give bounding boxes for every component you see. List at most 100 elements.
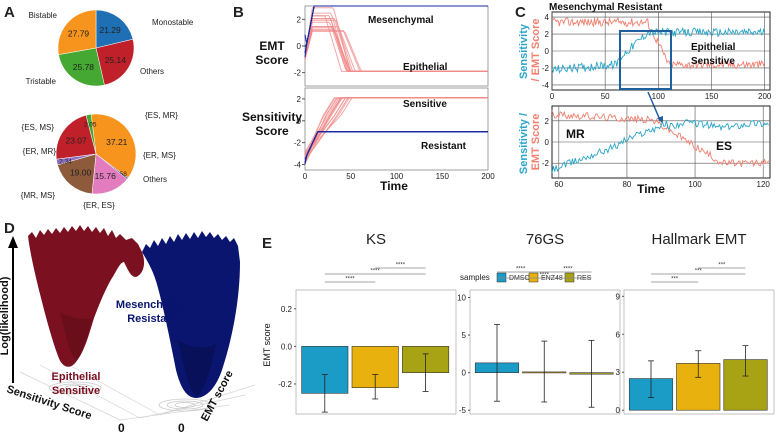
e-sig-stars-0-1: ****: [396, 263, 406, 269]
sens-ylabel-line2: Score: [255, 124, 289, 138]
c-top-sens-series: [551, 26, 766, 74]
c-bot-xtick-3: 120: [757, 180, 771, 189]
pie-slice-3: [57, 9, 97, 55]
c-bot-ytick-0: 2: [545, 117, 550, 126]
e-sig-stars-2-2: ***: [671, 277, 679, 283]
emt-curve-epithelial-7: [304, 30, 488, 72]
emt-ylabel-line2: Score: [255, 53, 289, 67]
e-ytick-2-1: 6: [616, 330, 621, 339]
legend-swatch-dmso: [496, 272, 507, 283]
panel-a: A 21.29 25.14 25.78 27.79 Monostable Others Tr…: [4, 4, 194, 210]
c-bottom-ylabel: Sensitivity / EMT Score: [518, 110, 542, 174]
c-zoom-box: [619, 30, 672, 90]
sens-plot-frame: [304, 87, 489, 171]
emt-curve-epithelial-5: [304, 26, 488, 72]
pie-label-5: {ER, MR}: [23, 147, 57, 156]
pie-label-1: {ER, MS}: [143, 151, 176, 160]
b-xtick-4: 200: [481, 172, 495, 181]
pie-label-0: {ES, MR}: [145, 111, 178, 120]
c-bot-xtick-2: 100: [688, 180, 702, 189]
e-sig-stars-2-0: ***: [695, 269, 703, 275]
panel-b: B EMT Score Sensitivity Score 2 0 -2 Mesen…: [233, 4, 495, 193]
e-chart-title-2: Hallmark EMT: [651, 231, 746, 248]
c-bot-emt-series: [551, 110, 769, 168]
e-chart-title-1: 76GS: [526, 231, 564, 248]
e-ytick-2-2: 3: [616, 368, 621, 377]
c-top-ytick-0: 4: [545, 13, 550, 22]
c-top-ylabel: Sensitivity / EMT Score: [518, 19, 542, 82]
panel-label-e: E: [262, 235, 272, 252]
emt-curve-epithelial-2: [304, 30, 488, 72]
d-label-mr-2: Resistant: [127, 313, 177, 325]
sens-curve-resistant-5: [304, 131, 488, 160]
panel-label-a: A: [4, 4, 15, 21]
c-bottom-grid: 2 0 -2: [542, 106, 770, 178]
pie-label-2: Tristable: [26, 77, 57, 86]
c-bottom-lines: [551, 110, 769, 174]
c-top-xticks: 0 50 100 150 200: [550, 92, 772, 101]
sens-ylabel-line1: Sensitivity: [242, 110, 302, 124]
c-top-ytick-2: 0: [545, 47, 550, 56]
sens-ytick-2: -2: [294, 139, 302, 148]
e-legend: samples DMSO ENZ48 RES: [460, 272, 592, 283]
emt-curve-mesenchymal-5: [304, 5, 488, 54]
c-bottom-xticks: 60 80 100 120: [554, 180, 770, 189]
e-sig-stars-1-1: ****: [563, 267, 573, 273]
panel-e: E EMT score samples DMSO ENZ48 RES KS 0.2…: [262, 231, 775, 415]
c-label-es: ES: [716, 139, 732, 153]
pie-slice-1: [95, 38, 135, 86]
e-ytick-1-0: 10: [457, 294, 466, 303]
c-bottom-ylabel-part2: EMT Score: [530, 114, 542, 171]
emt-ytick-2: -2: [294, 69, 302, 78]
e-ylabel: EMT score: [262, 323, 272, 366]
pie-label-3: Bistable: [29, 11, 58, 20]
c-top-lines: [551, 16, 766, 74]
c-top-ylabel-part1: Sensitivity: [518, 23, 530, 79]
pie-value-6: 2.05: [84, 121, 97, 128]
panel-c: C Mesenchymal Resistant Sensitivity / EM…: [515, 2, 772, 196]
pie-slice-2: [58, 47, 105, 87]
panel-d: D Mesenchymal Resistant Epithelial Sensi…: [0, 220, 256, 435]
c-title: Mesenchymal Resistant: [549, 2, 663, 13]
d-likelihood-arrowhead: [8, 236, 18, 248]
pie-label-6: {ES, MS}: [22, 123, 55, 132]
emt-curve-epithelial-9: [304, 27, 488, 72]
legend-swatch-res: [564, 272, 575, 283]
emt-ytick-1: 0: [297, 42, 302, 51]
pie-value-0: 21.29: [99, 25, 121, 35]
sens-curve-sensitive-13: [304, 97, 488, 154]
b-xtick-3: 150: [436, 172, 450, 181]
d-surface-mesenchymal-resistant: [142, 231, 240, 398]
d-floor-grid: [19, 359, 256, 421]
c-label-sensitive: Sensitive: [691, 56, 735, 67]
pie-slice-6: [85, 114, 97, 155]
pie-slice-0: [95, 9, 134, 49]
pie-value-3: 19.00: [70, 167, 92, 177]
e-chart-2: Hallmark EMT 9 6 3 0 *** *** ***: [616, 231, 775, 415]
b-xtick-0: 0: [303, 172, 308, 181]
b-xtick-1: 50: [346, 172, 355, 181]
e-ytick-1-2: 0: [462, 369, 467, 378]
d-surface-es-shade: [60, 312, 92, 360]
sens-ytick-0: 2: [297, 95, 302, 104]
b-xticks: 0 50 100 150 200: [303, 172, 495, 181]
c-xlabel: Time: [637, 182, 665, 196]
e-sig-stars-0-0: ****: [371, 269, 381, 275]
c-bot-xtick-0: 60: [554, 180, 563, 189]
e-chart-frame-0: [295, 289, 457, 415]
c-bot-sens-series: [551, 119, 769, 174]
panel-label-b: B: [233, 4, 244, 21]
e-chart-0: KS 0.2 0.0 -0.2 **** **** ****: [278, 231, 457, 415]
c-top-ylabel-part2: / EMT Score: [530, 19, 542, 82]
emt-curve-epithelial-13: [304, 12, 488, 72]
c-bot-ytick-1: 0: [545, 138, 550, 147]
e-chart-title-0: KS: [366, 231, 386, 248]
e-ytick-1-1: 5: [462, 331, 467, 340]
e-ytick-0-0: 0.2: [281, 305, 293, 314]
e-ytick-2-0: 9: [616, 292, 621, 301]
legend-label-enz48: ENZ48: [541, 275, 563, 282]
e-chart-frame-1: [469, 289, 621, 415]
